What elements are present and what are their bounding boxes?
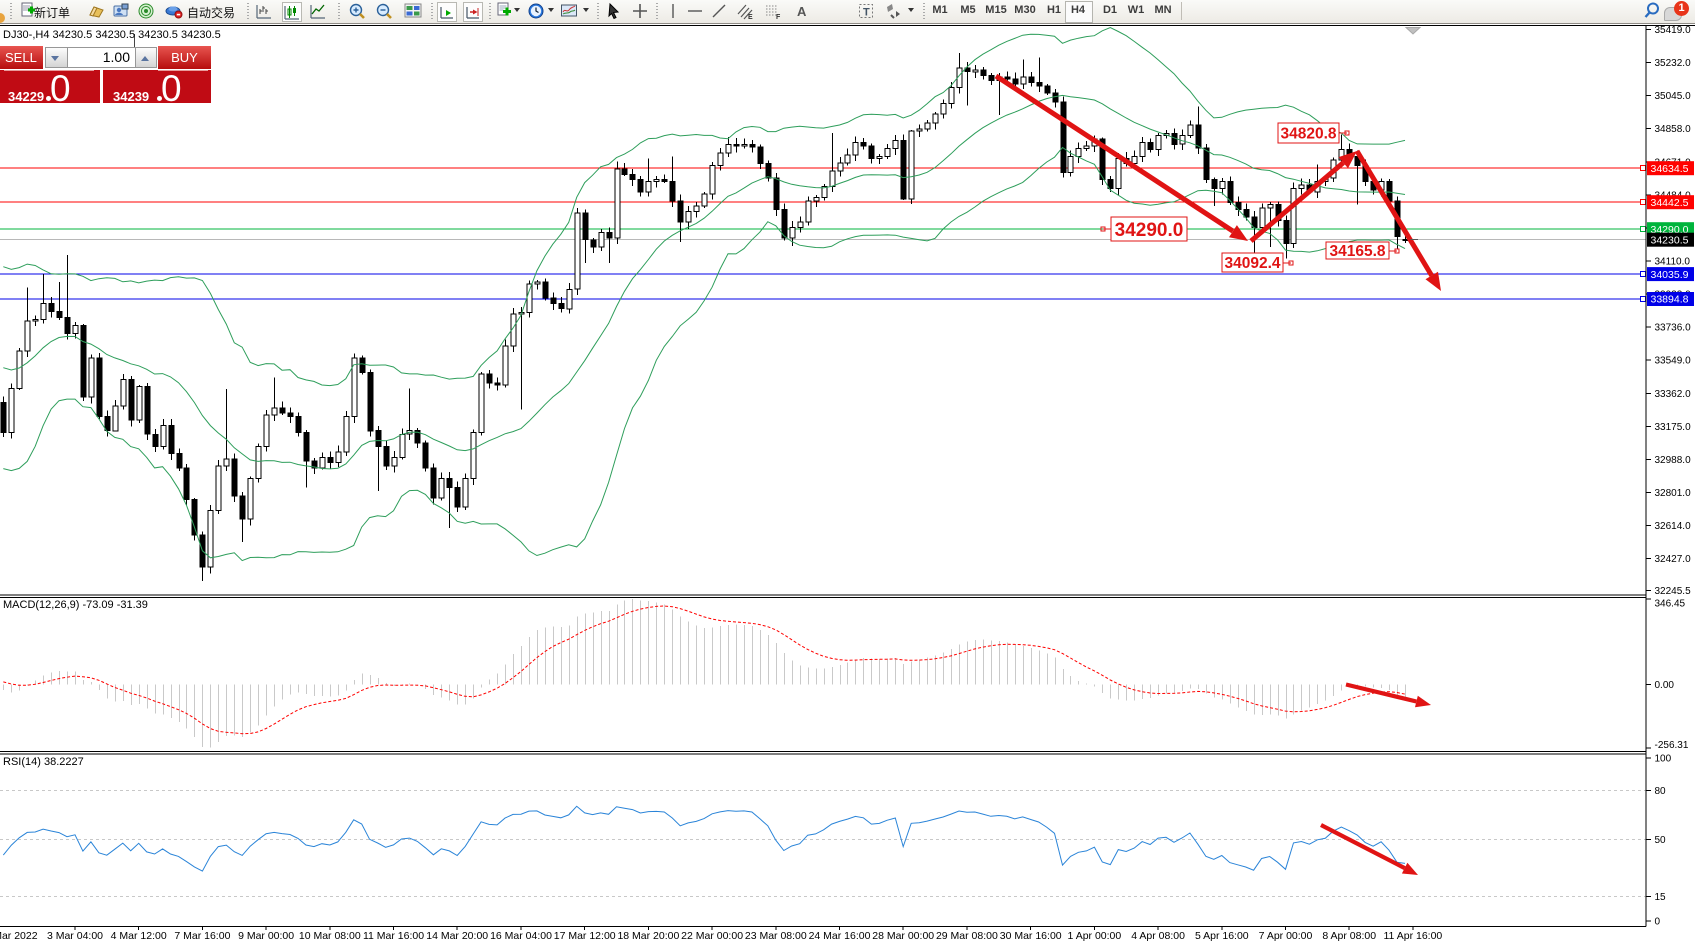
svg-text:34290.0: 34290.0 bbox=[1115, 220, 1184, 241]
svg-text:7 Apr 00:00: 7 Apr 00:00 bbox=[1259, 930, 1313, 942]
svg-text:23 Mar 08:00: 23 Mar 08:00 bbox=[745, 930, 807, 942]
svg-text:8 Apr 08:00: 8 Apr 08:00 bbox=[1322, 930, 1376, 942]
svg-text:16 Mar 04:00: 16 Mar 04:00 bbox=[490, 930, 552, 942]
svg-text:33362.0: 33362.0 bbox=[1655, 389, 1692, 400]
svg-text:50: 50 bbox=[1655, 835, 1667, 846]
svg-text:14 Mar 20:00: 14 Mar 20:00 bbox=[426, 930, 488, 942]
svg-text:35045.0: 35045.0 bbox=[1655, 91, 1692, 102]
svg-text:9 Mar 00:00: 9 Mar 00:00 bbox=[238, 930, 294, 942]
svg-text:33549.0: 33549.0 bbox=[1655, 356, 1692, 367]
svg-text:RSI(14) 38.2227: RSI(14) 38.2227 bbox=[3, 756, 84, 768]
svg-text:F: F bbox=[776, 14, 781, 20]
svg-text:32801.0: 32801.0 bbox=[1655, 488, 1692, 499]
svg-text:35419.0: 35419.0 bbox=[1655, 25, 1692, 36]
svg-text:11 Apr 16:00: 11 Apr 16:00 bbox=[1384, 930, 1443, 942]
svg-text:T: T bbox=[863, 7, 870, 19]
svg-text:34442.5: 34442.5 bbox=[1651, 197, 1689, 209]
svg-text:1 Apr 00:00: 1 Apr 00:00 bbox=[1068, 930, 1122, 942]
svg-text:11 Mar 16:00: 11 Mar 16:00 bbox=[363, 930, 424, 942]
svg-text:34858.0: 34858.0 bbox=[1655, 124, 1692, 135]
svg-text:E: E bbox=[748, 14, 753, 20]
svg-text:18 Mar 20:00: 18 Mar 20:00 bbox=[617, 930, 679, 942]
svg-text:32245.5: 32245.5 bbox=[1655, 586, 1692, 597]
svg-text:34110.0: 34110.0 bbox=[1655, 257, 1691, 268]
svg-text:34165.8: 34165.8 bbox=[1329, 243, 1385, 260]
svg-text:30 Mar 16:00: 30 Mar 16:00 bbox=[1000, 930, 1062, 942]
svg-text:33894.8: 33894.8 bbox=[1651, 294, 1689, 306]
svg-text:DJ30-,H4 34230.5 34230.5 3423: DJ30-,H4 34230.5 34230.5 34230.5 34230.5 bbox=[3, 29, 221, 41]
svg-text:35232.0: 35232.0 bbox=[1655, 58, 1692, 69]
svg-text:3 Mar 04:00: 3 Mar 04:00 bbox=[47, 930, 103, 942]
svg-text:10 Mar 08:00: 10 Mar 08:00 bbox=[299, 930, 361, 942]
svg-text:2 Mar 2022: 2 Mar 2022 bbox=[0, 930, 38, 942]
svg-text:34230.5: 34230.5 bbox=[1651, 234, 1689, 246]
svg-text:346.45: 346.45 bbox=[1655, 599, 1686, 610]
svg-text:33175.0: 33175.0 bbox=[1655, 422, 1692, 433]
svg-text:32427.0: 32427.0 bbox=[1655, 554, 1692, 565]
svg-text:34092.4: 34092.4 bbox=[1224, 255, 1280, 272]
svg-text:29 Mar 08:00: 29 Mar 08:00 bbox=[936, 930, 998, 942]
svg-text:32614.0: 32614.0 bbox=[1655, 521, 1692, 532]
svg-text:17 Mar 12:00: 17 Mar 12:00 bbox=[554, 930, 616, 942]
svg-text:0.00: 0.00 bbox=[1655, 680, 1675, 691]
svg-text:MACD(12,26,9) -73.09 -31.39: MACD(12,26,9) -73.09 -31.39 bbox=[3, 599, 148, 611]
svg-text:0: 0 bbox=[1655, 917, 1661, 928]
svg-text:4 Apr 08:00: 4 Apr 08:00 bbox=[1131, 930, 1185, 942]
svg-text:80: 80 bbox=[1655, 786, 1667, 797]
svg-text:7 Mar 16:00: 7 Mar 16:00 bbox=[174, 930, 230, 942]
svg-text:100: 100 bbox=[1655, 754, 1672, 765]
svg-text:4 Mar 12:00: 4 Mar 12:00 bbox=[111, 930, 167, 942]
svg-text:28 Mar 00:00: 28 Mar 00:00 bbox=[872, 930, 934, 942]
svg-text:A: A bbox=[797, 4, 807, 19]
svg-text:34820.8: 34820.8 bbox=[1280, 126, 1336, 143]
svg-text:33736.0: 33736.0 bbox=[1655, 323, 1692, 334]
svg-text:-256.31: -256.31 bbox=[1655, 740, 1689, 751]
svg-text:24 Mar 16:00: 24 Mar 16:00 bbox=[809, 930, 871, 942]
svg-text:34035.9: 34035.9 bbox=[1651, 269, 1689, 281]
svg-text:22 Mar 00:00: 22 Mar 00:00 bbox=[681, 930, 743, 942]
svg-text:15: 15 bbox=[1655, 892, 1667, 903]
svg-text:34634.5: 34634.5 bbox=[1651, 163, 1689, 175]
svg-text:32988.0: 32988.0 bbox=[1655, 455, 1692, 466]
svg-text:5 Apr 16:00: 5 Apr 16:00 bbox=[1195, 930, 1249, 942]
